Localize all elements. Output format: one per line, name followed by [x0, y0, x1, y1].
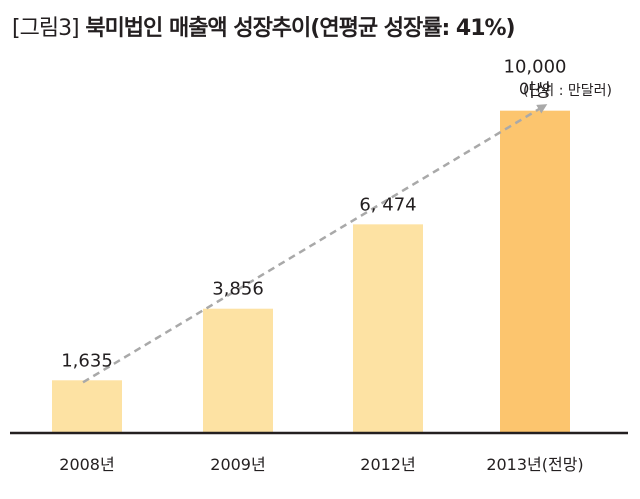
figure-label: [그림3] — [12, 16, 80, 41]
x-tick-label-3: 2013년(전망) — [486, 455, 583, 474]
x-tick-label-2: 2012년 — [360, 455, 415, 474]
x-tick-label-1: 2009년 — [210, 455, 265, 474]
data-label-3-0: 10,000 — [504, 57, 567, 78]
data-label-1: 3,856 — [212, 279, 264, 300]
data-label-0: 1,635 — [61, 350, 113, 371]
bar-0 — [52, 380, 122, 433]
bar-3 — [500, 110, 570, 433]
x-tick-label-0: 2008년 — [59, 455, 114, 474]
unit-note: (단위 : 만달러) — [523, 83, 612, 99]
bar-1 — [203, 308, 273, 433]
data-label-2: 6, 474 — [359, 194, 416, 215]
chart-title: [그림3] 북미법인 매출액 성장추이(연평균 성장률: 41%) — [12, 10, 516, 42]
data-label-3-1: 이상 — [518, 81, 551, 102]
bar-2 — [353, 224, 423, 433]
title-text: 북미법인 매출액 성장추이(연평균 성장률: 41%) — [85, 16, 515, 41]
trend-arrow — [82, 104, 548, 384]
